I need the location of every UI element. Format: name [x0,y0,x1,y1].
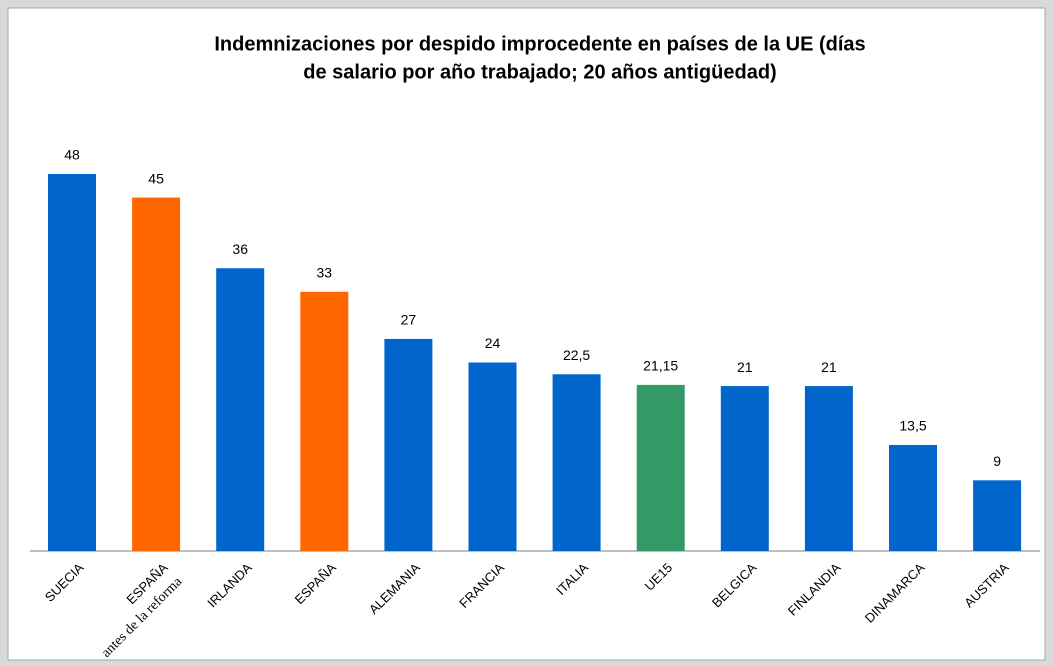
bar [973,480,1022,551]
value-label: 33 [317,265,333,281]
value-label: 22,5 [563,347,590,363]
bar [636,384,685,551]
value-label: 13,5 [899,418,926,434]
value-label: 21 [821,359,837,375]
bar [552,374,601,551]
value-label: 27 [401,312,417,328]
value-label: 48 [64,147,80,163]
value-label: 21,15 [643,358,678,374]
bar [300,291,349,551]
bar [468,362,517,551]
bar [889,444,937,551]
bar [720,386,769,551]
value-label: 9 [993,453,1001,469]
bar [216,268,265,551]
bar [804,386,853,551]
bar [132,197,181,551]
value-label: 45 [148,170,164,186]
value-label: 24 [485,335,501,351]
bar [384,338,433,551]
chart-title: Indemnizaciones por despido improcedente… [214,33,865,55]
chart-title: de salario por año trabajado; 20 años an… [303,61,776,83]
value-label: 36 [232,241,248,257]
value-label: 21 [737,359,753,375]
bar [48,174,96,551]
